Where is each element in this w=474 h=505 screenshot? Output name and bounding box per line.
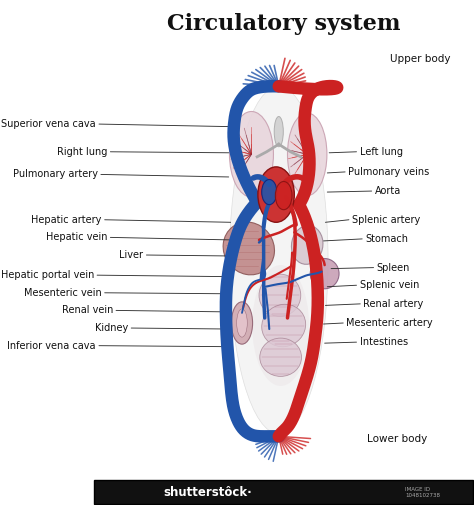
Text: Liver: Liver: [119, 250, 143, 260]
Ellipse shape: [231, 302, 253, 344]
Text: Upper body: Upper body: [390, 54, 450, 64]
Ellipse shape: [237, 309, 247, 337]
Text: Spleen: Spleen: [377, 263, 410, 273]
Text: Pulmonary artery: Pulmonary artery: [13, 170, 98, 179]
Text: IMAGE ID
1048102738: IMAGE ID 1048102738: [405, 487, 440, 497]
Ellipse shape: [310, 259, 339, 289]
Ellipse shape: [223, 222, 274, 275]
Ellipse shape: [275, 181, 292, 210]
Ellipse shape: [258, 167, 294, 222]
Ellipse shape: [259, 274, 301, 317]
Ellipse shape: [262, 179, 277, 205]
Text: Kidney: Kidney: [95, 323, 128, 333]
Text: Renal artery: Renal artery: [364, 299, 424, 309]
Text: Superior vena cava: Superior vena cava: [1, 119, 96, 129]
Text: Hepatic portal vein: Hepatic portal vein: [0, 270, 94, 280]
Ellipse shape: [274, 117, 283, 147]
Ellipse shape: [229, 112, 273, 197]
Text: Splenic artery: Splenic artery: [352, 215, 420, 225]
Ellipse shape: [287, 113, 327, 195]
Text: Lower body: Lower body: [367, 434, 428, 444]
Ellipse shape: [262, 305, 306, 347]
Ellipse shape: [252, 265, 309, 386]
Text: Pulmonary veins: Pulmonary veins: [348, 167, 429, 177]
Text: Right lung: Right lung: [57, 147, 107, 157]
Text: Intestines: Intestines: [360, 337, 408, 347]
Text: Mesenteric artery: Mesenteric artery: [346, 318, 433, 328]
Ellipse shape: [292, 226, 323, 264]
Text: Splenic vein: Splenic vein: [360, 280, 419, 290]
Text: Renal vein: Renal vein: [62, 306, 113, 316]
Text: Mesenteric vein: Mesenteric vein: [24, 288, 101, 298]
Text: Stomach: Stomach: [365, 234, 408, 244]
Ellipse shape: [260, 338, 301, 376]
Text: shutterstôck·: shutterstôck·: [164, 486, 252, 499]
Text: Inferior vena cava: Inferior vena cava: [8, 341, 96, 350]
Text: Hepatic artery: Hepatic artery: [31, 215, 101, 225]
Text: Aorta: Aorta: [375, 186, 401, 196]
Text: Hepatic vein: Hepatic vein: [46, 232, 107, 242]
Text: Circulatory system: Circulatory system: [167, 13, 401, 35]
FancyBboxPatch shape: [94, 480, 474, 504]
Text: Left lung: Left lung: [360, 147, 402, 157]
Ellipse shape: [229, 86, 328, 434]
